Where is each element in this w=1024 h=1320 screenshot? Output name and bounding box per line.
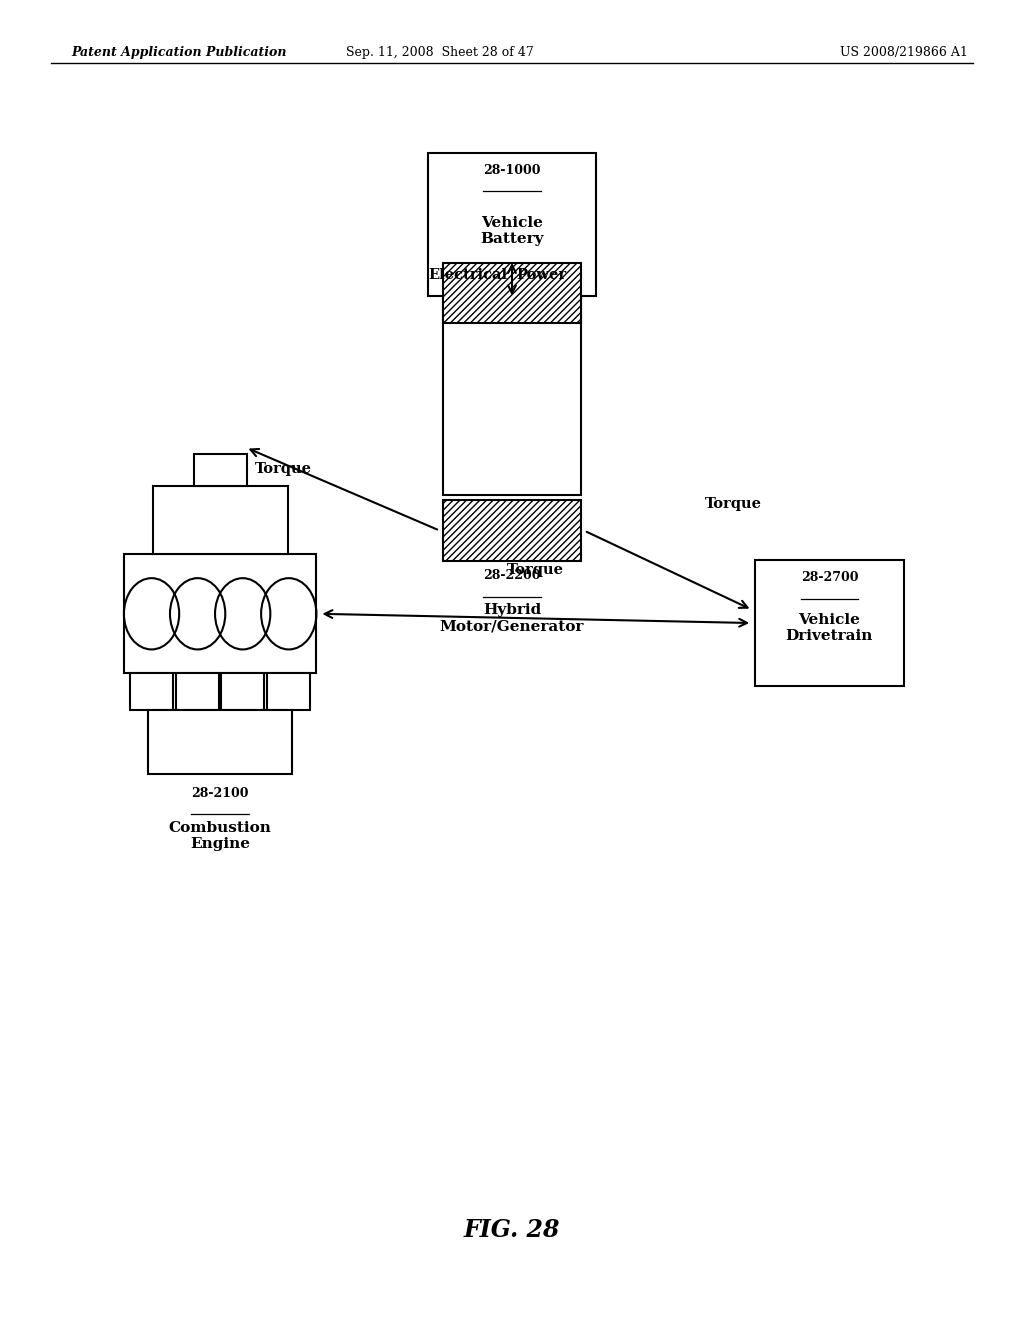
- Text: Hybrid
Motor/Generator: Hybrid Motor/Generator: [440, 603, 584, 634]
- Text: 28-2200: 28-2200: [483, 569, 541, 582]
- Bar: [442, 297, 582, 495]
- Bar: [267, 673, 310, 710]
- Text: 28-1000: 28-1000: [483, 164, 541, 177]
- Text: Patent Application Publication: Patent Application Publication: [72, 46, 287, 59]
- Bar: [221, 673, 264, 710]
- Text: Torque: Torque: [705, 498, 762, 511]
- Text: Power: Power: [516, 268, 566, 282]
- Bar: [153, 486, 288, 554]
- Text: FIG. 28: FIG. 28: [464, 1218, 560, 1242]
- Bar: [428, 153, 596, 296]
- Bar: [130, 673, 173, 710]
- Text: 28-2700: 28-2700: [801, 570, 858, 583]
- Text: Torque: Torque: [507, 562, 564, 577]
- Text: Electrical: Electrical: [429, 268, 508, 282]
- Text: Torque: Torque: [255, 462, 312, 475]
- Text: Combustion
Engine: Combustion Engine: [169, 821, 271, 851]
- Bar: [176, 673, 219, 710]
- Text: Vehicle
Battery: Vehicle Battery: [480, 216, 544, 246]
- Text: 28-2100: 28-2100: [191, 787, 249, 800]
- Text: Sep. 11, 2008  Sheet 28 of 47: Sep. 11, 2008 Sheet 28 of 47: [346, 46, 535, 59]
- Bar: [124, 554, 316, 673]
- Text: US 2008/219866 A1: US 2008/219866 A1: [840, 46, 968, 59]
- Bar: [442, 263, 582, 323]
- Bar: [194, 454, 247, 486]
- Bar: [442, 500, 582, 561]
- Bar: [148, 710, 292, 774]
- Text: Vehicle
Drivetrain: Vehicle Drivetrain: [785, 614, 873, 643]
- Bar: [756, 560, 904, 685]
